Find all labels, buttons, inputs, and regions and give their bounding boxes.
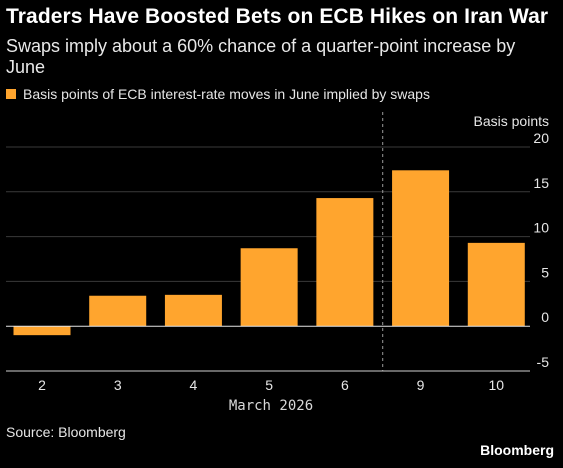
chart-title: Traders Have Boosted Bets on ECB Hikes o…	[6, 5, 549, 28]
bar-layer	[13, 170, 525, 336]
bar	[240, 248, 298, 327]
x-tick-label: 2	[38, 377, 46, 393]
chart-subtitle: Swaps imply about a 60% chance of a quar…	[6, 36, 516, 77]
bar	[316, 198, 374, 327]
y-axis-title: Basis points	[474, 113, 549, 129]
bar	[467, 242, 525, 327]
bar	[13, 326, 71, 336]
x-tick-label: 5	[265, 377, 273, 393]
legend: Basis points of ECB interest-rate moves …	[6, 86, 430, 102]
legend-swatch	[6, 89, 16, 99]
x-axis-title: March 2026	[229, 398, 313, 414]
y-tick-label: -5	[537, 354, 550, 370]
axis-layer: -5 0 5 10 15 20 2 3 4 5 6 9 10	[6, 130, 549, 393]
x-tick-label: 6	[341, 377, 349, 393]
bar	[164, 294, 222, 327]
source-note: Source: Bloomberg	[6, 424, 126, 440]
y-tick-label: 10	[533, 220, 549, 236]
bloomberg-logo: Bloomberg	[480, 442, 554, 458]
legend-label: Basis points of ECB interest-rate moves …	[23, 86, 430, 102]
x-tick-label: 4	[190, 377, 198, 393]
x-tick-label: 10	[488, 377, 504, 393]
bar	[392, 170, 450, 327]
y-tick-label: 15	[533, 175, 549, 191]
x-tick-label: 3	[114, 377, 122, 393]
y-tick-label: 20	[533, 130, 549, 146]
y-tick-label: 0	[541, 309, 549, 325]
x-tick-label: 9	[417, 377, 425, 393]
bar	[89, 295, 147, 327]
y-tick-label: 5	[541, 264, 549, 280]
